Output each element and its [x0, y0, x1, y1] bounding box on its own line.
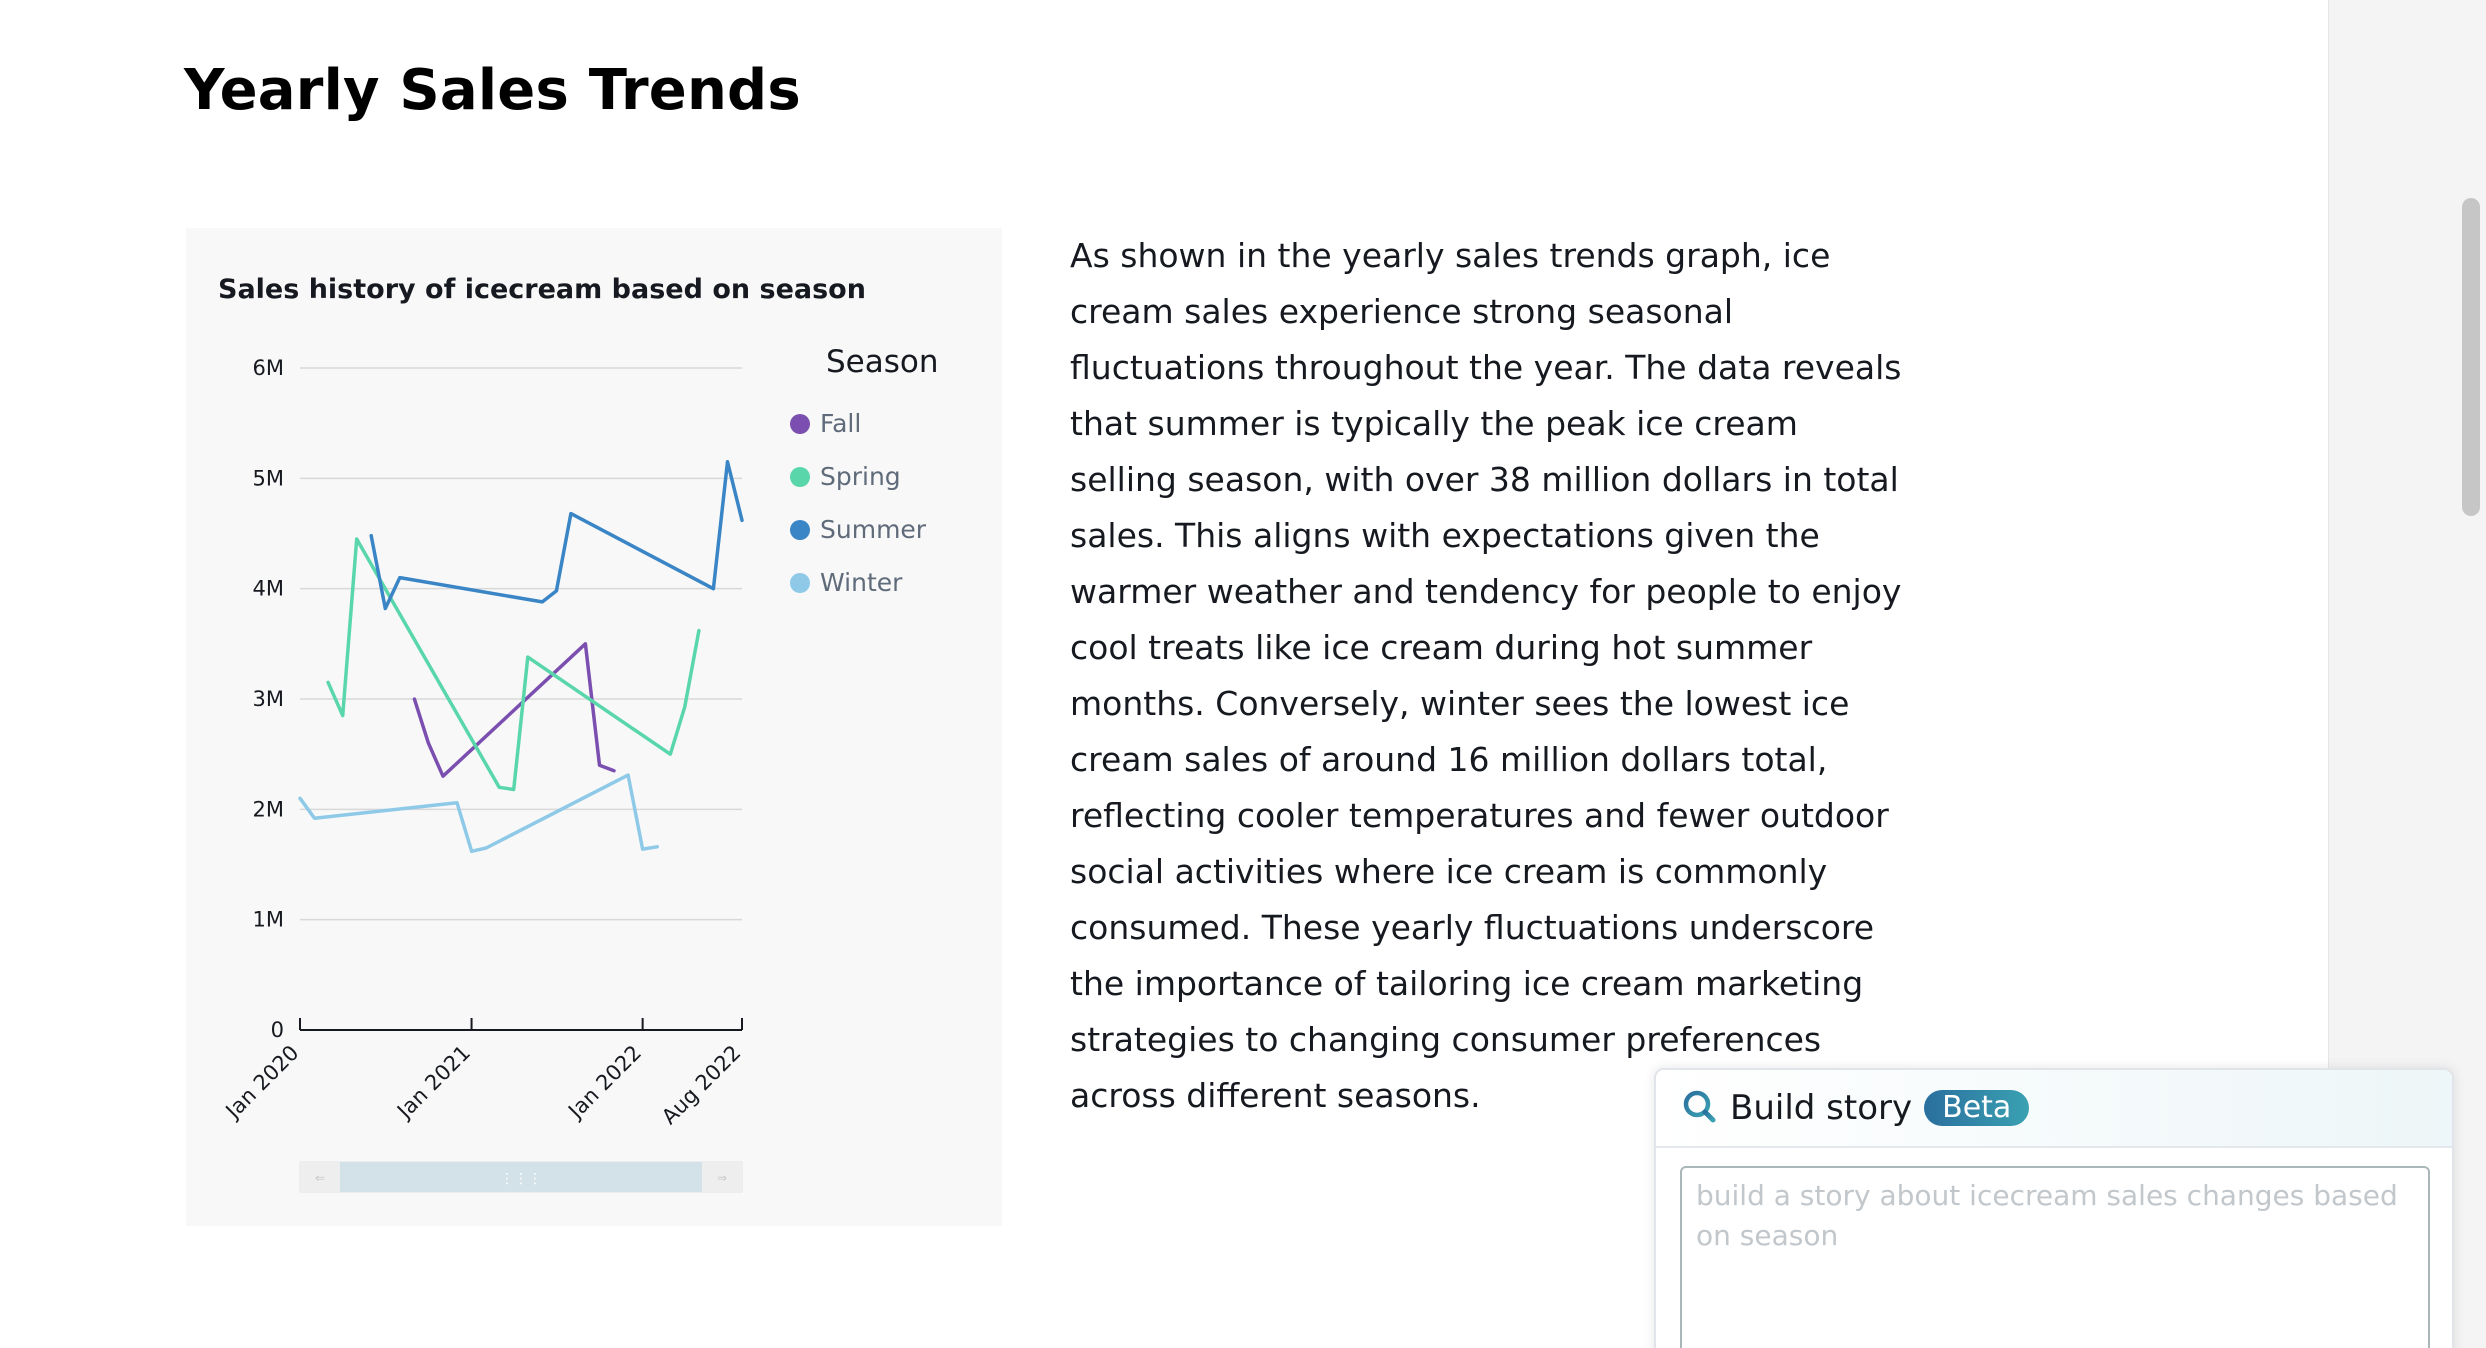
story-paragraph: As shown in the yearly sales trends grap… — [1070, 236, 1902, 1115]
y-tick-label: 4M — [253, 577, 284, 601]
x-tick-label: Aug 2022 — [657, 1041, 745, 1129]
story-prompt-input[interactable] — [1680, 1166, 2430, 1348]
range-slider[interactable]: ⇐ ⋮⋮⋮ ⇒ — [299, 1161, 743, 1193]
series-line-summer[interactable] — [369, 460, 744, 611]
chart-axes: 0 1M 2M 3M 4M 5M 6M Jan 2020 Jan 2021 Jan 2022 Aug… — [220, 356, 746, 1129]
y-tick-label: 0 — [271, 1018, 284, 1042]
y-tick-label: 6M — [253, 356, 284, 380]
legend-swatch-summer[interactable] — [790, 520, 810, 540]
series-line-winter[interactable] — [298, 773, 659, 854]
build-story-panel: Build story Beta — [1654, 1068, 2454, 1348]
series-line-fall[interactable] — [412, 642, 616, 778]
series-line-spring[interactable] — [326, 537, 701, 792]
legend-title: Season — [826, 344, 939, 380]
range-slider-handle-right-grip: ⇒ — [717, 1171, 727, 1185]
page-title: Yearly Sales Trends — [184, 58, 801, 123]
x-tick-label: Jan 2022 — [562, 1041, 646, 1125]
legend-label-winter[interactable]: Winter — [820, 568, 903, 597]
range-slider-handle-left-grip: ⇐ — [315, 1171, 325, 1185]
x-tick-label: Jan 2020 — [220, 1041, 304, 1125]
chart-card: Sales history of icecream based on seaso… — [186, 228, 1002, 1226]
y-tick-label: 5M — [253, 466, 284, 490]
range-slider-handle-left[interactable] — [300, 1162, 340, 1192]
x-tick-label: Jan 2021 — [391, 1041, 475, 1125]
beta-badge: Beta — [1924, 1090, 2030, 1126]
legend-swatch-fall[interactable] — [790, 414, 810, 434]
chart-title: Sales history of icecream based on seaso… — [218, 274, 866, 305]
sales-line-chart: Sales history of icecream based on seaso… — [218, 274, 939, 1193]
chart-legend[interactable]: Season Fall Spring Summer Winter — [790, 344, 939, 597]
legend-label-fall[interactable]: Fall — [820, 409, 861, 438]
y-tick-label: 2M — [253, 797, 284, 821]
build-story-header[interactable]: Build story Beta — [1656, 1070, 2452, 1148]
range-slider-handle-right[interactable] — [702, 1162, 742, 1192]
vertical-scrollbar[interactable] — [2462, 198, 2480, 516]
legend-label-summer[interactable]: Summer — [820, 515, 927, 544]
y-tick-label: 3M — [253, 687, 284, 711]
legend-swatch-spring[interactable] — [790, 467, 810, 487]
search-icon — [1682, 1089, 1716, 1127]
legend-swatch-winter[interactable] — [790, 573, 810, 593]
range-slider-grip: ⋮⋮⋮ — [500, 1171, 542, 1187]
build-story-title: Build story — [1730, 1088, 1913, 1128]
y-tick-label: 1M — [253, 908, 284, 932]
legend-label-spring[interactable]: Spring — [820, 462, 901, 491]
range-slider-window[interactable] — [340, 1162, 702, 1192]
chart-series — [298, 460, 744, 854]
chart-gridlines — [300, 367, 742, 921]
